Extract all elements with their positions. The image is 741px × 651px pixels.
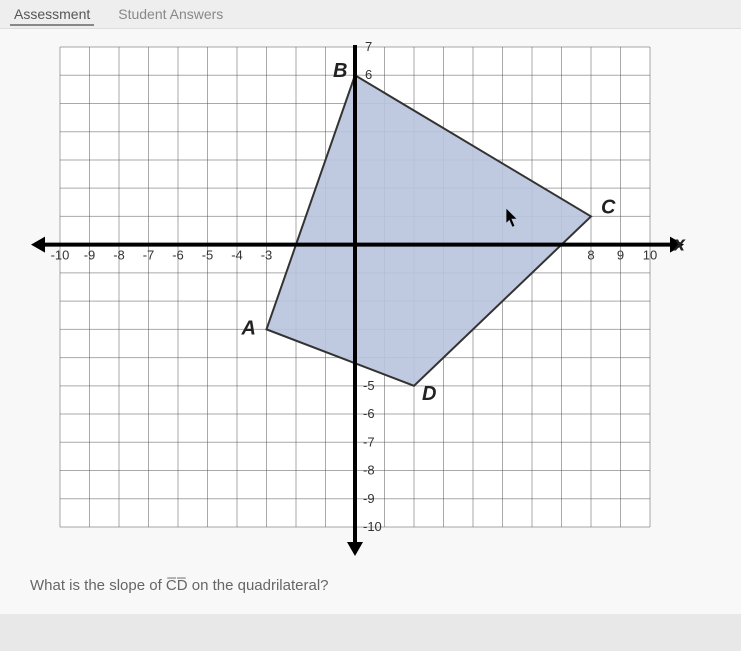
svg-text:A: A <box>241 317 256 339</box>
coordinate-graph: -10 -9 -8 -7 -6 -5 -4 -3 8 9 10 7 6 -5 -6 -7 -8 -9 -10 A B C D… <box>30 37 690 557</box>
svg-text:-7: -7 <box>143 248 155 263</box>
svg-text:-6: -6 <box>172 248 184 263</box>
svg-text:-7: -7 <box>363 434 375 449</box>
svg-text:9: 9 <box>617 248 624 263</box>
svg-text:x: x <box>673 234 686 256</box>
svg-text:-5: -5 <box>202 248 214 263</box>
svg-text:7: 7 <box>365 39 372 54</box>
question-text: What is the slope of C̅D̅ on the quadril… <box>30 577 721 594</box>
svg-text:10: 10 <box>643 248 657 263</box>
tab-student-answers[interactable]: Student Answers <box>114 4 227 26</box>
svg-text:-9: -9 <box>84 248 96 263</box>
tab-bar: Assessment Student Answers <box>0 0 741 29</box>
svg-text:-10: -10 <box>51 248 70 263</box>
svg-text:-3: -3 <box>261 248 273 263</box>
svg-text:-8: -8 <box>363 463 375 478</box>
svg-text:8: 8 <box>587 248 594 263</box>
svg-text:-5: -5 <box>363 378 375 393</box>
svg-text:B: B <box>333 60 347 82</box>
svg-text:-8: -8 <box>113 248 125 263</box>
svg-text:-6: -6 <box>363 406 375 421</box>
svg-text:D: D <box>422 383 436 405</box>
svg-text:6: 6 <box>365 67 372 82</box>
svg-text:-9: -9 <box>363 491 375 506</box>
svg-text:-4: -4 <box>231 248 243 263</box>
svg-text:-10: -10 <box>363 519 382 534</box>
tab-assessment[interactable]: Assessment <box>10 4 94 26</box>
svg-text:C: C <box>601 196 616 218</box>
